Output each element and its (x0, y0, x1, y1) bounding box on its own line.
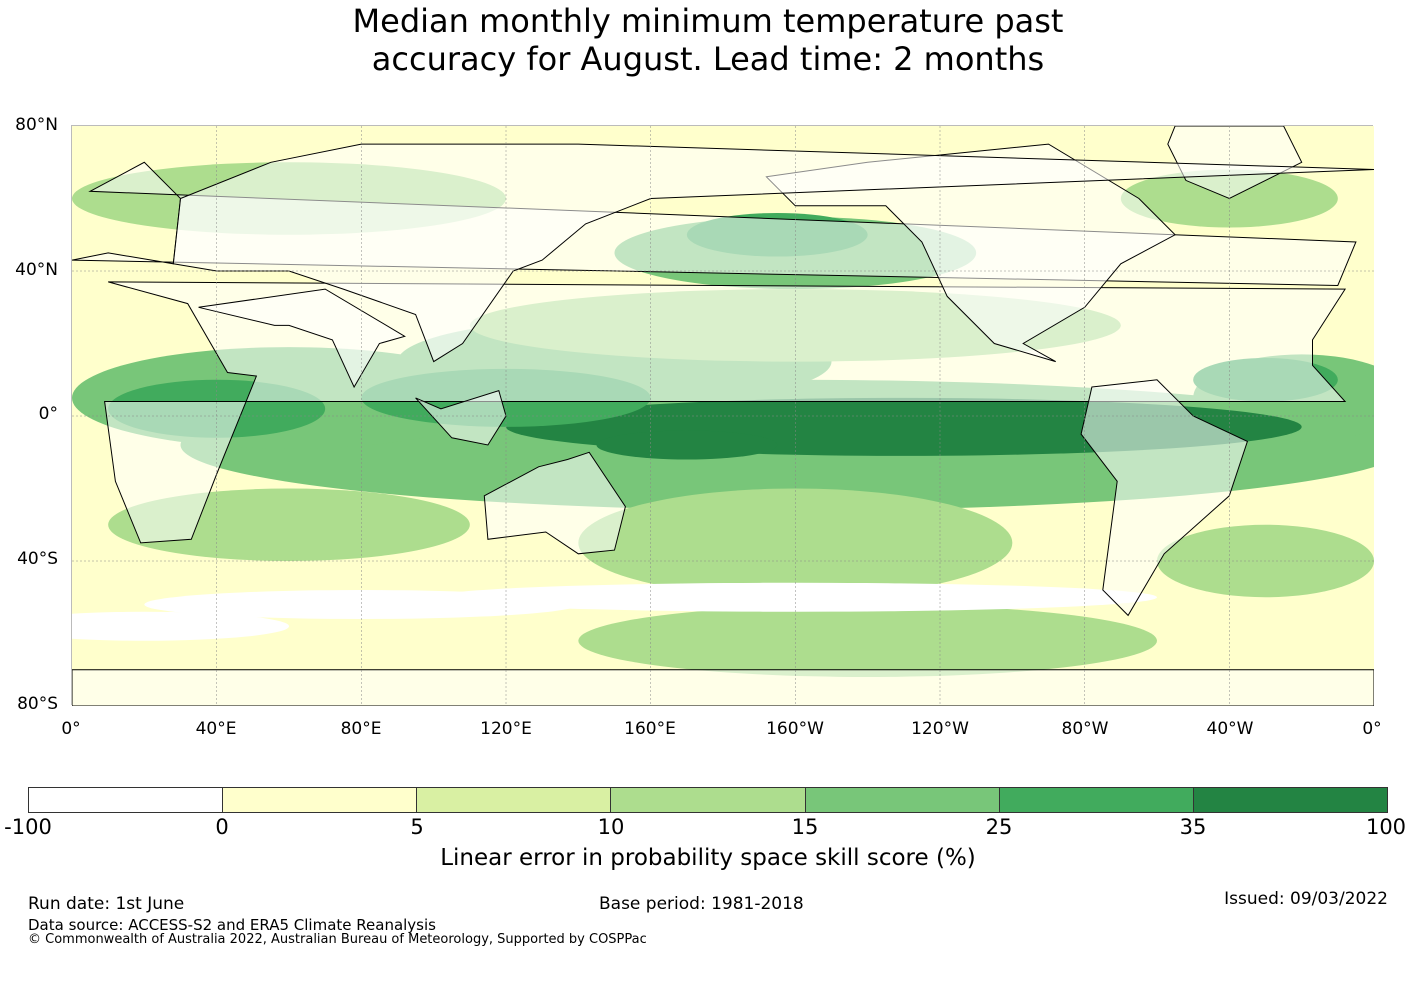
colorbar-label: Linear error in probability space skill … (440, 845, 976, 871)
lon-label-120w: 120°W (911, 719, 969, 739)
colorbar-segment-1 (29, 788, 224, 812)
colorbar-tick-4: 10 (597, 815, 625, 839)
lon-label-40e: 40°E (195, 719, 237, 739)
lon-label-160e: 160°E (624, 719, 676, 739)
skill-region-20 (144, 590, 579, 619)
colorbar-segment-4 (611, 788, 806, 812)
issued-date: Issued: 09/03/2022 (1224, 889, 1388, 909)
lon-label-40w: 40°W (1206, 719, 1254, 739)
continent-antarctica (72, 669, 1374, 706)
colorbar-segment-6 (999, 788, 1194, 812)
lat-label-80n: 80°N (15, 115, 58, 135)
lat-label-40n: 40°N (15, 260, 58, 280)
colorbar-tick-3: 5 (410, 815, 424, 839)
lat-label-0: 0° (38, 404, 58, 424)
skill-region-7 (578, 604, 1157, 677)
graticule (72, 126, 1374, 706)
lon-label-80e: 80°E (340, 719, 382, 739)
colorbar-segment-3 (417, 788, 612, 812)
colorbar-tick-2: 0 (215, 815, 229, 839)
skill-score-map (72, 126, 1374, 706)
continents (72, 126, 1374, 706)
colorbar-tick-6: 25 (985, 815, 1013, 839)
skill-region-21 (72, 611, 289, 641)
title-line-2: accuracy for August. Lead time: 2 months (371, 40, 1045, 78)
copyright: © Commonwealth of Australia 2022, Austra… (28, 932, 647, 947)
colorbar-segment-7 (1193, 788, 1387, 812)
continent-south-america (1080, 379, 1249, 617)
colorbar-segment-2 (223, 788, 418, 812)
lon-label-80w: 80°W (1061, 719, 1109, 739)
title-line-1: Median monthly minimum temperature past (352, 2, 1064, 40)
colorbar-segment-5 (805, 788, 1000, 812)
skill-region-19 (433, 582, 1158, 612)
lat-label-40s: 40°S (17, 549, 58, 569)
continent-asia (172, 143, 1374, 363)
map-title: Median monthly minimum temperature past … (0, 2, 1416, 78)
base-period: Base period: 1981-2018 (599, 894, 804, 914)
skill-region-18 (596, 430, 778, 460)
continent-arabia-india (198, 288, 406, 389)
lon-label-0-east: 0° (1362, 719, 1382, 739)
map-panel (71, 125, 1374, 706)
lon-label-120e: 120°E (480, 719, 532, 739)
colorbar-tick-5: 15 (791, 815, 819, 839)
data-source: Data source: ACCESS-S2 and ERA5 Climate … (28, 916, 436, 934)
colorbar (28, 787, 1388, 813)
colorbar-tick-8: 100 (1365, 815, 1407, 839)
colorbar-tick-1: -100 (4, 815, 52, 839)
lon-label-160w: 160°W (766, 719, 824, 739)
lon-label-0-west: 0° (61, 719, 81, 739)
run-date: Run date: 1st June (28, 894, 185, 914)
continent-australia (483, 451, 626, 555)
colorbar-tick-7: 35 (1179, 815, 1207, 839)
lat-label-80s: 80°S (17, 694, 58, 714)
